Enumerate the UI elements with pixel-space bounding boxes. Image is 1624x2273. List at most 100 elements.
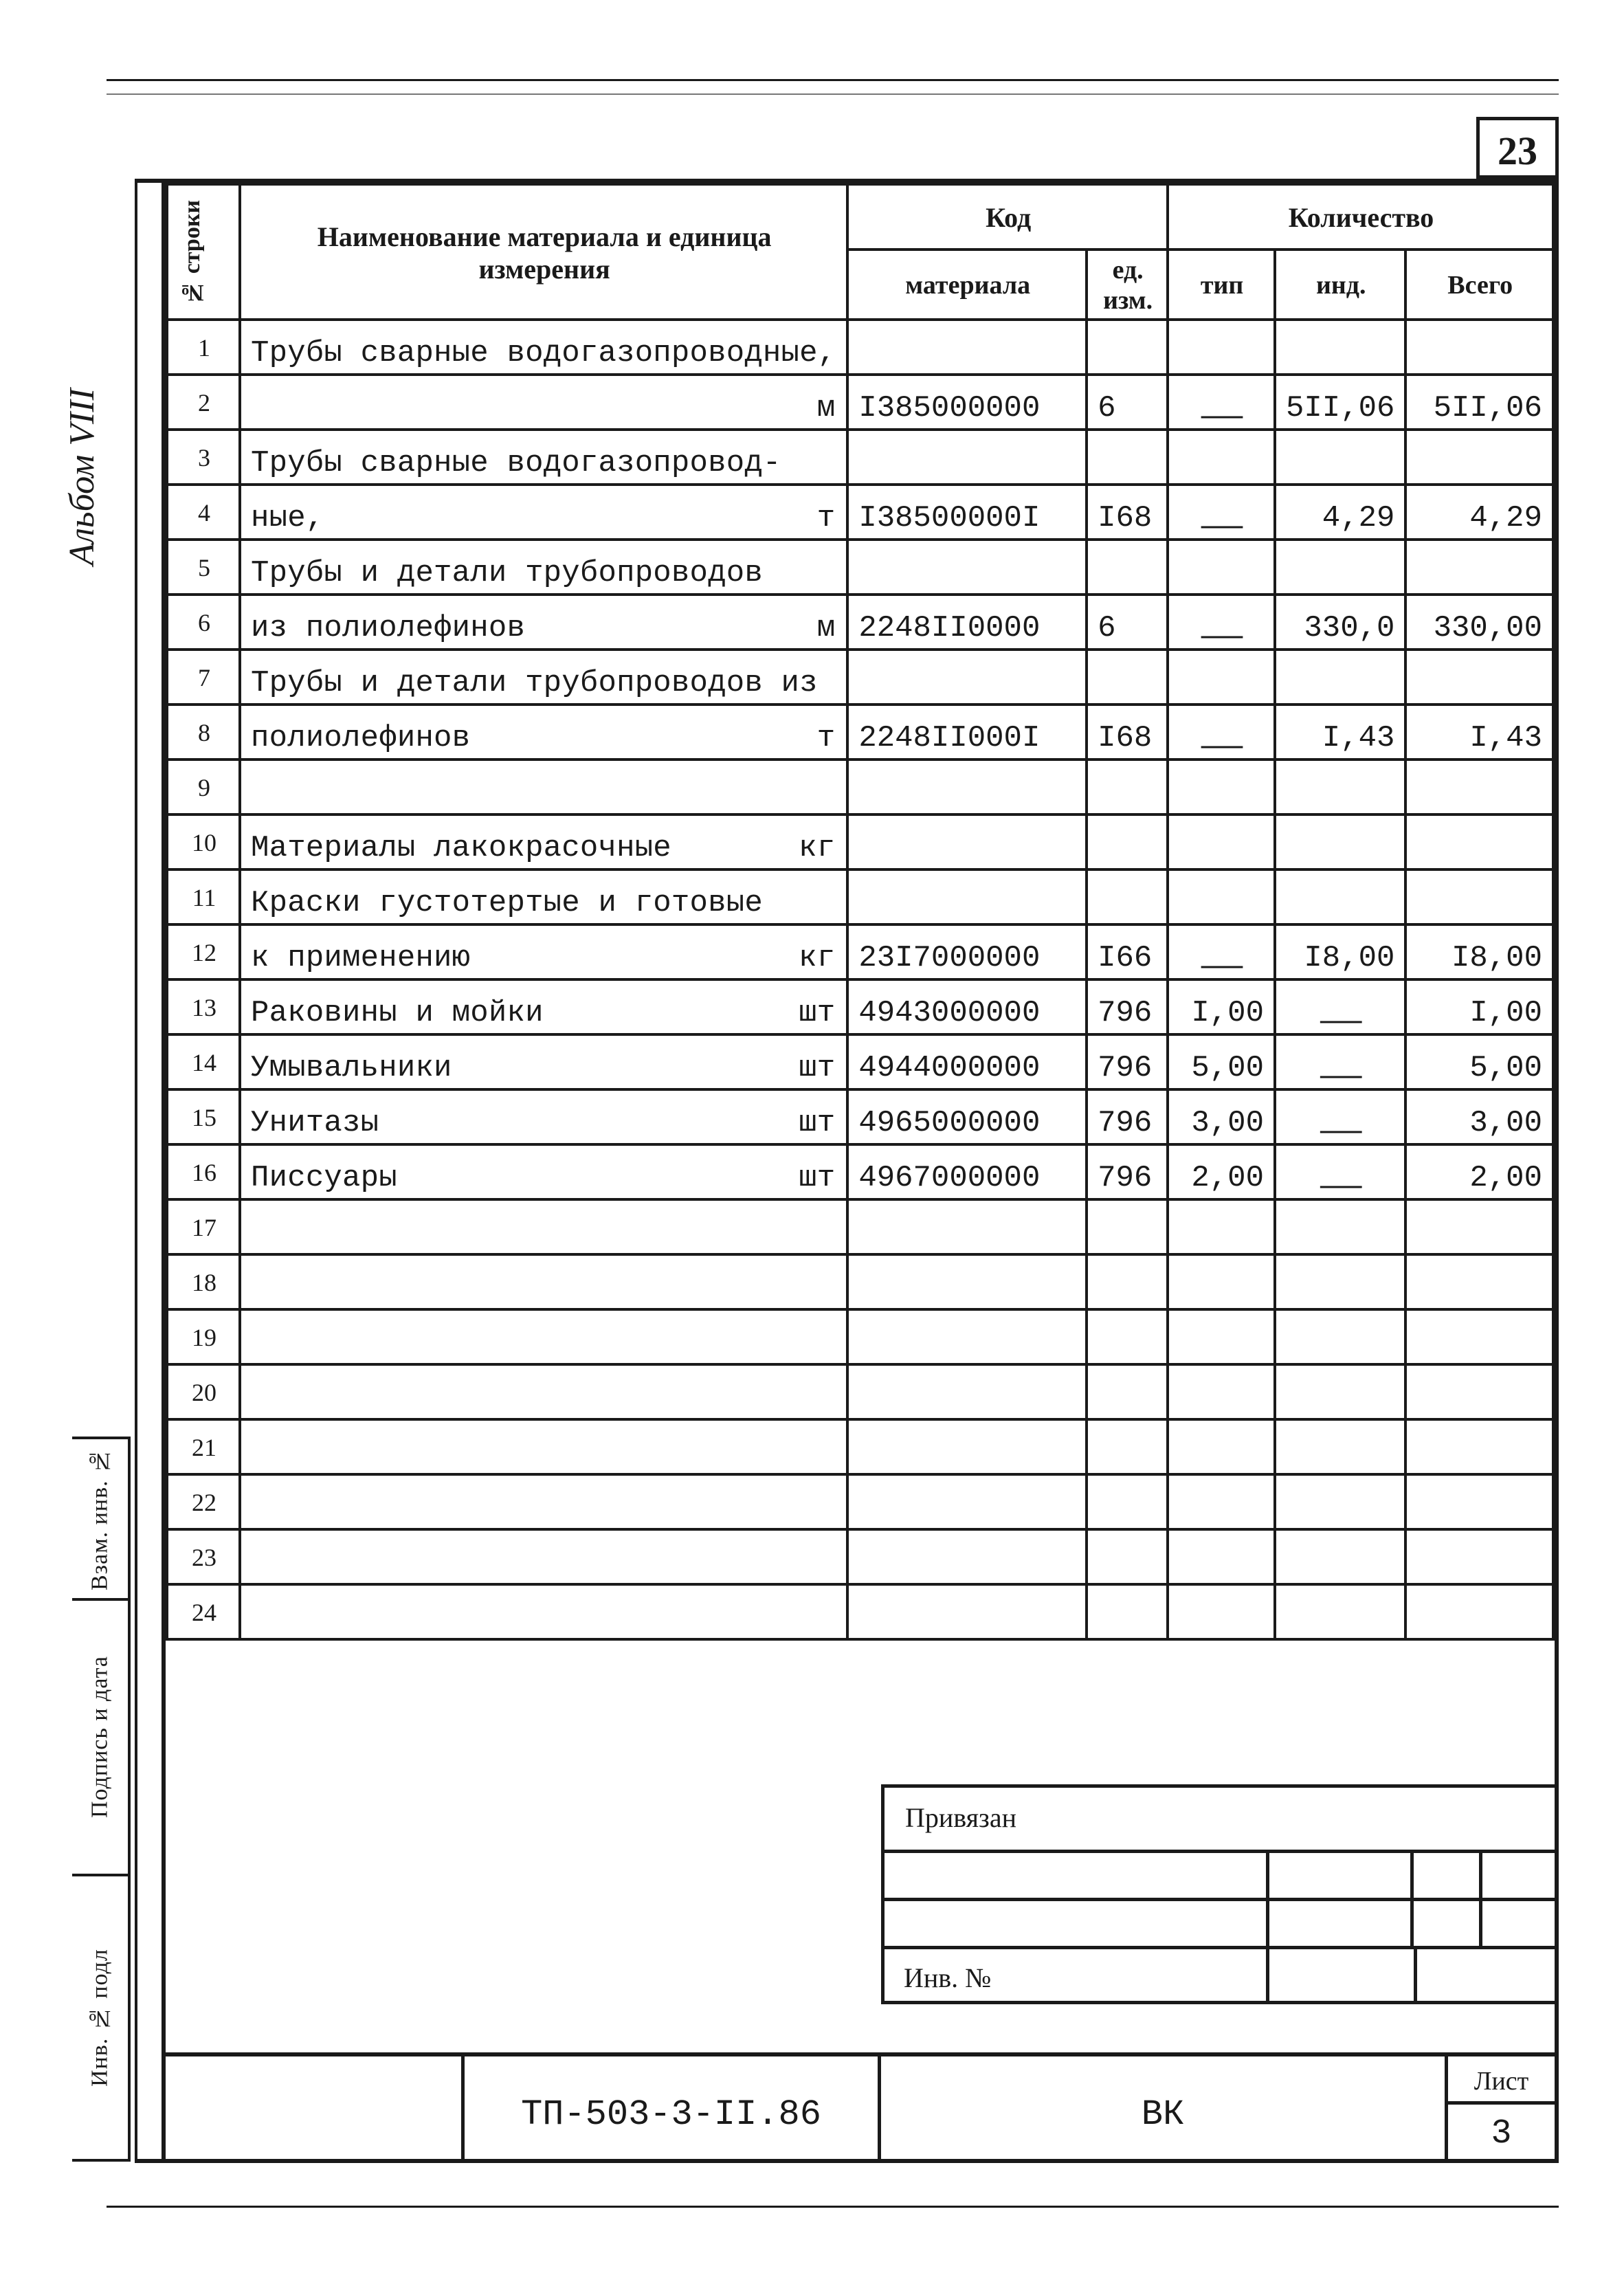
cell-material-code — [847, 1584, 1087, 1639]
row-number: 2 — [167, 375, 240, 430]
cell-unit-code: I68 — [1087, 705, 1168, 759]
cell-typ — [1168, 1584, 1275, 1639]
cell-total: 4,29 — [1405, 485, 1553, 540]
cell-material-code — [847, 1309, 1087, 1364]
cell-name — [240, 1364, 847, 1419]
cell-name: Трубы и детали трубопроводов из — [240, 650, 847, 705]
cell-typ: 5,00 — [1168, 1034, 1275, 1089]
cell-material-code: I385000000 — [847, 375, 1087, 430]
cell-typ — [1168, 650, 1275, 705]
row-number: 7 — [167, 650, 240, 705]
table-row: 16Писсуарышт49670000007962,00—2,00 — [167, 1144, 1553, 1199]
side-stamp: Взам. инв. № Подпись и дата Инв. № подл — [72, 179, 131, 2163]
cell-material-code — [847, 430, 1087, 485]
table-row: 23 — [167, 1529, 1553, 1584]
cell-typ — [1168, 320, 1275, 375]
table-row: 22 — [167, 1474, 1553, 1529]
materials-table: № строки Наименование материала и единиц… — [166, 183, 1555, 1641]
cell-total — [1405, 1529, 1553, 1584]
cell-total — [1405, 1584, 1553, 1639]
table-row: 13Раковины и мойкишт4943000000796I,00—I,… — [167, 979, 1553, 1034]
cell-ind — [1275, 814, 1405, 869]
privyazan-box: Привязан Инв. № — [881, 1784, 1555, 2004]
cell-ind: — — [1275, 1089, 1405, 1144]
bottom-strip: ТП-503-3-II.86 ВК Лист 3 — [166, 2052, 1555, 2159]
row-number: 21 — [167, 1419, 240, 1474]
cell-unit-code: I68 — [1087, 485, 1168, 540]
cell-total — [1405, 1364, 1553, 1419]
stamp-invpodl: Инв. № подл — [72, 1876, 131, 2162]
cell-unit-code — [1087, 1529, 1168, 1584]
cell-unit-code — [1087, 650, 1168, 705]
cell-name: Трубы сварные водогазопровод- — [240, 430, 847, 485]
cell-material-code: 4965000000 — [847, 1089, 1087, 1144]
cell-unit-code: 796 — [1087, 1034, 1168, 1089]
cell-unit-code: 6 — [1087, 595, 1168, 650]
table-row: 9 — [167, 759, 1553, 814]
cell-ind — [1275, 320, 1405, 375]
cell-unit-code: 796 — [1087, 1089, 1168, 1144]
cell-material-code — [847, 1529, 1087, 1584]
cell-total — [1405, 759, 1553, 814]
cell-unit-code — [1087, 1419, 1168, 1474]
cell-total: 330,00 — [1405, 595, 1553, 650]
unit-tag: шт — [799, 996, 838, 1030]
row-number: 20 — [167, 1364, 240, 1419]
cell-material-code — [847, 1199, 1087, 1254]
cell-name: к применениюкг — [240, 924, 847, 979]
row-number: 1 — [167, 320, 240, 375]
cell-material-code: 4944000000 — [847, 1034, 1087, 1089]
cell-material-code — [847, 540, 1087, 595]
cell-ind — [1275, 430, 1405, 485]
table-row: 8полиолефиновт2248II000II68—I,43I,43 — [167, 705, 1553, 759]
cell-typ: I,00 — [1168, 979, 1275, 1034]
row-number: 22 — [167, 1474, 240, 1529]
cell-material-code — [847, 320, 1087, 375]
table-row: 1Трубы сварные водогазопроводные, — [167, 320, 1553, 375]
cell-unit-code — [1087, 1364, 1168, 1419]
col-rownum: № строки — [167, 184, 240, 320]
cell-material-code: 2248II0000 — [847, 595, 1087, 650]
stamp-podpis: Подпись и дата — [72, 1598, 131, 1876]
cell-total — [1405, 814, 1553, 869]
cell-typ: 3,00 — [1168, 1089, 1275, 1144]
cell-typ: — — [1168, 375, 1275, 430]
cell-typ — [1168, 1529, 1275, 1584]
table-row: 11Краски густотертые и готовые — [167, 869, 1553, 924]
cell-typ: 2,00 — [1168, 1144, 1275, 1199]
cell-material-code: 4943000000 — [847, 979, 1087, 1034]
cell-material-code — [847, 1364, 1087, 1419]
cell-unit-code — [1087, 1474, 1168, 1529]
table-row: 20 — [167, 1364, 1553, 1419]
cell-total — [1405, 1419, 1553, 1474]
unit-tag: кг — [799, 831, 838, 865]
cell-material-code — [847, 1254, 1087, 1309]
stamp-vzam: Взам. инв. № — [72, 1437, 131, 1598]
vk-label: ВК — [881, 2056, 1445, 2159]
cell-unit-code — [1087, 1584, 1168, 1639]
cell-name: ные,т — [240, 485, 847, 540]
cell-ind — [1275, 540, 1405, 595]
cell-total — [1405, 1199, 1553, 1254]
row-number: 9 — [167, 759, 240, 814]
cell-typ: — — [1168, 595, 1275, 650]
cell-total: I,00 — [1405, 979, 1553, 1034]
cell-ind — [1275, 650, 1405, 705]
privyazan-label: Привязан — [885, 1788, 1555, 1853]
table-row: 18 — [167, 1254, 1553, 1309]
table-row: 21 — [167, 1419, 1553, 1474]
table-row: 3Трубы сварные водогазопровод- — [167, 430, 1553, 485]
cell-typ — [1168, 869, 1275, 924]
list-label: Лист — [1448, 2056, 1555, 2105]
table-row: 7Трубы и детали трубопроводов из — [167, 650, 1553, 705]
cell-material-code — [847, 1419, 1087, 1474]
page-number: 23 — [1476, 117, 1559, 179]
table-row: 2мI3850000006—5II,065II,06 — [167, 375, 1553, 430]
cell-material-code — [847, 869, 1087, 924]
cell-name — [240, 1584, 847, 1639]
cell-material-code — [847, 650, 1087, 705]
inv-row: Инв. № — [885, 1949, 1555, 2004]
cell-unit-code — [1087, 1199, 1168, 1254]
table-row: 5Трубы и детали трубопроводов — [167, 540, 1553, 595]
cell-ind: I,43 — [1275, 705, 1405, 759]
